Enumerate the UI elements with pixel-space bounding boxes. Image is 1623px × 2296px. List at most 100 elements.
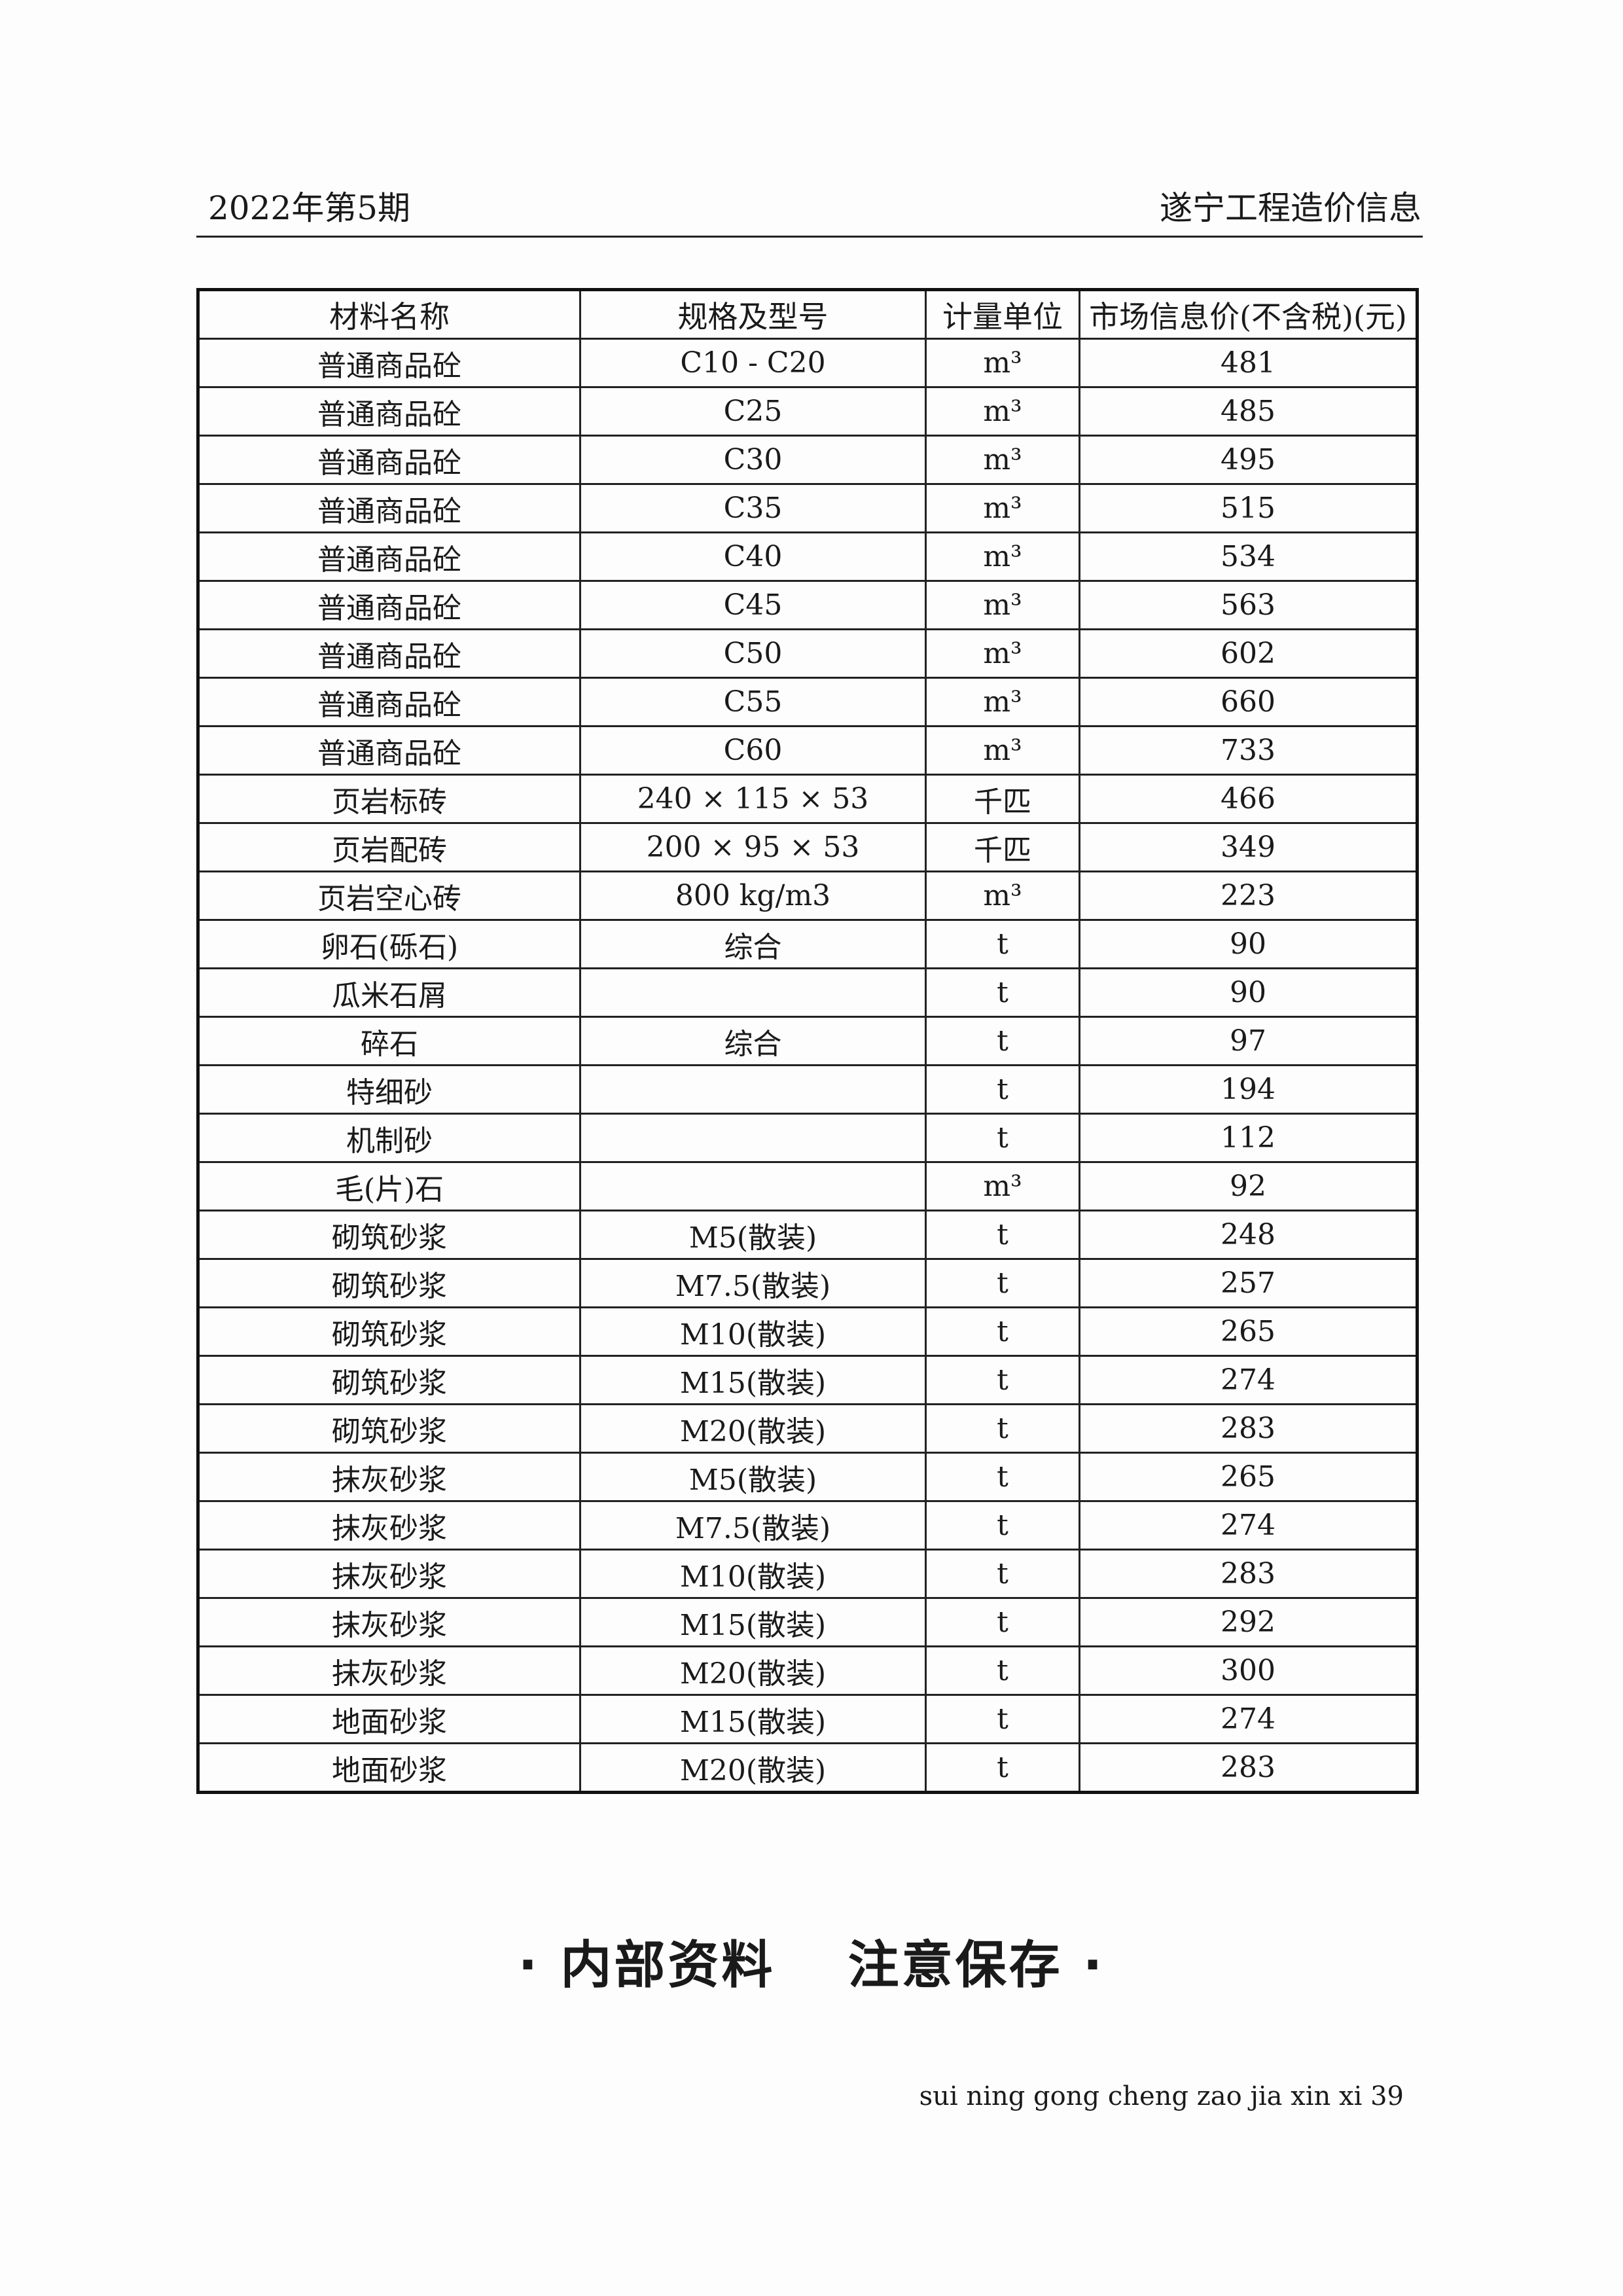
- cell-price: 349: [1079, 822, 1418, 872]
- cell-unit: m³: [925, 1161, 1080, 1211]
- cell-material-name: 砌筑砂浆: [197, 1210, 581, 1260]
- table-row: 页岩空心砖 800 kg/m3 m³ 223: [197, 870, 1418, 921]
- table-row: 普通商品砼 C25 m³ 485: [197, 386, 1418, 437]
- cell-material-name: 砌筑砂浆: [197, 1355, 581, 1405]
- cell-unit: m³: [925, 580, 1080, 630]
- cell-material-name: 地面砂浆: [197, 1694, 581, 1744]
- table-row: 卵石(砾石) 综合 t 90: [197, 919, 1418, 969]
- table-row: 抹灰砂浆 M20(散装) t 300: [197, 1645, 1418, 1696]
- cell-unit: t: [925, 1645, 1080, 1696]
- cell-price: 257: [1079, 1258, 1418, 1308]
- cell-spec: C45: [579, 580, 927, 630]
- cell-material-name: 普通商品砼: [197, 677, 581, 727]
- cell-spec: C25: [579, 386, 927, 437]
- cell-price: 223: [1079, 870, 1418, 921]
- cell-spec: 200 × 95 × 53: [579, 822, 927, 872]
- table-row: 普通商品砼 C50 m³ 602: [197, 628, 1418, 679]
- table-row: 砌筑砂浆 M15(散装) t 274: [197, 1355, 1418, 1405]
- cell-spec: M7.5(散装): [579, 1258, 927, 1308]
- cell-price: 283: [1079, 1742, 1418, 1793]
- cell-price: 485: [1079, 386, 1418, 437]
- cell-material-name: 地面砂浆: [197, 1742, 581, 1793]
- cell-unit: t: [925, 1210, 1080, 1260]
- table-row: 页岩配砖 200 × 95 × 53 千匹 349: [197, 822, 1418, 872]
- cell-spec: [579, 1161, 927, 1211]
- column-header-unit: 计量单位: [925, 289, 1080, 340]
- table-row: 页岩标砖 240 × 115 × 53 千匹 466: [197, 774, 1418, 824]
- cell-price: 292: [1079, 1597, 1418, 1647]
- cell-spec: 综合: [579, 1016, 927, 1066]
- column-header-spec: 规格及型号: [579, 289, 927, 340]
- cell-material-name: 毛(片)石: [197, 1161, 581, 1211]
- cell-price: 495: [1079, 435, 1418, 485]
- cell-spec: C55: [579, 677, 927, 727]
- cell-price: 283: [1079, 1549, 1418, 1599]
- table-row: 瓜米石屑 t 90: [197, 967, 1418, 1018]
- table-row: 毛(片)石 m³ 92: [197, 1161, 1418, 1211]
- cell-spec: M7.5(散装): [579, 1500, 927, 1551]
- cell-material-name: 碎石: [197, 1016, 581, 1066]
- table-row: 普通商品砼 C55 m³ 660: [197, 677, 1418, 727]
- cell-unit: t: [925, 1452, 1080, 1502]
- table-row: 普通商品砼 C40 m³ 534: [197, 531, 1418, 582]
- table-row: 砌筑砂浆 M7.5(散装) t 257: [197, 1258, 1418, 1308]
- table-row: 普通商品砼 C30 m³ 495: [197, 435, 1418, 485]
- cell-spec: [579, 967, 927, 1018]
- table-row: 机制砂 t 112: [197, 1113, 1418, 1163]
- cell-unit: t: [925, 1258, 1080, 1308]
- cell-unit: t: [925, 1694, 1080, 1744]
- cell-price: 534: [1079, 531, 1418, 582]
- table-row: 砌筑砂浆 M10(散装) t 265: [197, 1306, 1418, 1357]
- cell-unit: 千匹: [925, 774, 1080, 824]
- cell-spec: C50: [579, 628, 927, 679]
- cell-price: 563: [1079, 580, 1418, 630]
- cell-spec: M10(散装): [579, 1306, 927, 1357]
- cell-material-name: 普通商品砼: [197, 483, 581, 533]
- cell-price: 265: [1079, 1452, 1418, 1502]
- cell-material-name: 特细砂: [197, 1064, 581, 1115]
- cell-price: 248: [1079, 1210, 1418, 1260]
- cell-material-name: 普通商品砼: [197, 386, 581, 437]
- table-row: 抹灰砂浆 M15(散装) t 292: [197, 1597, 1418, 1647]
- cell-price: 97: [1079, 1016, 1418, 1066]
- cell-price: 466: [1079, 774, 1418, 824]
- cell-spec: 240 × 115 × 53: [579, 774, 927, 824]
- cell-unit: t: [925, 1355, 1080, 1405]
- cell-spec: C10 - C20: [579, 338, 927, 388]
- cell-price: 300: [1079, 1645, 1418, 1696]
- column-header-material: 材料名称: [197, 289, 581, 340]
- cell-spec: [579, 1064, 927, 1115]
- cell-unit: t: [925, 1016, 1080, 1066]
- cell-unit: t: [925, 1306, 1080, 1357]
- cell-unit: m³: [925, 435, 1080, 485]
- cell-material-name: 普通商品砼: [197, 628, 581, 679]
- cell-material-name: 抹灰砂浆: [197, 1500, 581, 1551]
- cell-spec: M20(散装): [579, 1742, 927, 1793]
- cell-unit: t: [925, 1742, 1080, 1793]
- table-row: 抹灰砂浆 M7.5(散装) t 274: [197, 1500, 1418, 1551]
- cell-price: 283: [1079, 1403, 1418, 1454]
- table-row: 抹灰砂浆 M5(散装) t 265: [197, 1452, 1418, 1502]
- header-divider: [196, 236, 1423, 238]
- cell-spec: M15(散装): [579, 1694, 927, 1744]
- notice-left: · 内部资料: [518, 1936, 776, 1995]
- cell-spec: M20(散装): [579, 1645, 927, 1696]
- cell-material-name: 普通商品砼: [197, 338, 581, 388]
- cell-price: 274: [1079, 1355, 1418, 1405]
- cell-material-name: 页岩标砖: [197, 774, 581, 824]
- cell-unit: t: [925, 967, 1080, 1018]
- cell-spec: 综合: [579, 919, 927, 969]
- cell-spec: M10(散装): [579, 1549, 927, 1599]
- cell-material-name: 普通商品砼: [197, 435, 581, 485]
- cell-price: 90: [1079, 919, 1418, 969]
- cell-unit: m³: [925, 677, 1080, 727]
- cell-price: 274: [1079, 1500, 1418, 1551]
- table-header-row: 材料名称 规格及型号 计量单位 市场信息价(不含税)(元): [197, 289, 1418, 340]
- internal-notice: · 内部资料 注意保存 ·: [0, 1924, 1623, 1998]
- cell-material-name: 抹灰砂浆: [197, 1549, 581, 1599]
- cell-spec: C40: [579, 531, 927, 582]
- column-header-price: 市场信息价(不含税)(元): [1079, 289, 1418, 340]
- issue-label: 2022年第5期: [208, 189, 411, 227]
- cell-material-name: 抹灰砂浆: [197, 1597, 581, 1647]
- cell-price: 660: [1079, 677, 1418, 727]
